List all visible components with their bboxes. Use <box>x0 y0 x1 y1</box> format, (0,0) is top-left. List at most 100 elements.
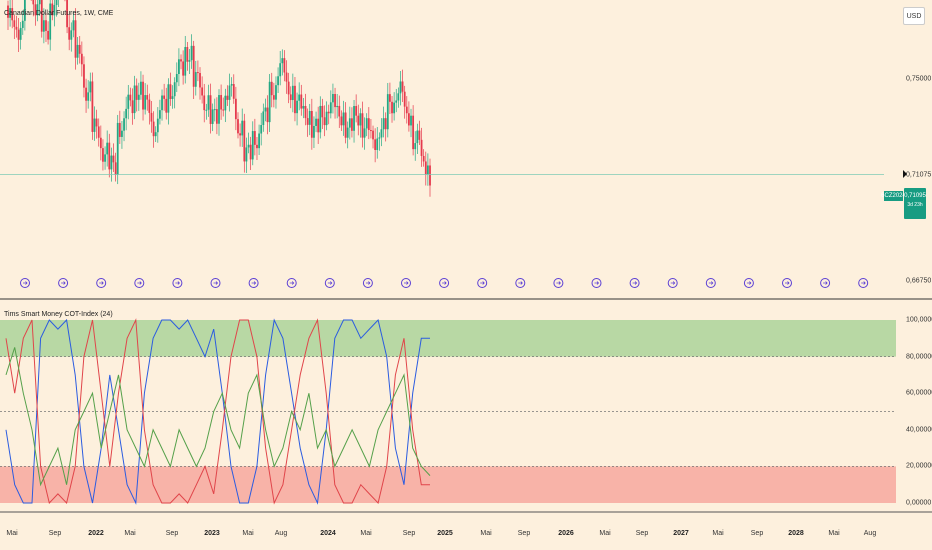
upcoming-event-icon[interactable] <box>210 278 221 288</box>
upcoming-event-icon[interactable] <box>743 278 754 288</box>
candle <box>66 0 68 34</box>
symbol-title[interactable]: Canadian Dollar Futures, 1W, CME <box>4 10 114 17</box>
candle <box>184 35 187 84</box>
candle <box>201 76 204 104</box>
candle <box>169 72 172 106</box>
candle <box>129 87 132 107</box>
candle <box>218 89 220 136</box>
upcoming-event-icon[interactable] <box>324 278 335 288</box>
candle <box>180 54 182 70</box>
candle <box>192 40 195 100</box>
indicator-pane[interactable] <box>0 318 896 505</box>
upcoming-event-icon[interactable] <box>134 278 145 288</box>
candle <box>211 103 214 132</box>
upcoming-event-icon[interactable] <box>705 278 716 288</box>
time-axis-label: Sep <box>517 530 531 537</box>
time-axis-label: Aug <box>863 530 877 537</box>
candle <box>334 87 336 119</box>
candle <box>237 112 239 139</box>
upcoming-event-icon[interactable] <box>58 278 69 288</box>
candle <box>338 95 341 128</box>
candle <box>355 94 358 123</box>
upcoming-event-icon[interactable] <box>629 278 640 288</box>
upcoming-event-icon[interactable] <box>782 278 792 288</box>
indicator-title[interactable]: Tims Smart Money COT-Index (24) <box>4 311 113 318</box>
candle <box>150 100 153 133</box>
upcoming-event-icon[interactable] <box>439 278 450 288</box>
upcoming-event-icon[interactable] <box>172 278 183 288</box>
candle <box>80 41 83 77</box>
candle <box>74 8 77 70</box>
time-axis-label: Sep <box>635 530 649 537</box>
candle <box>294 77 296 122</box>
candle <box>272 82 275 108</box>
candle <box>234 86 237 131</box>
candle <box>53 0 56 27</box>
time-axis-label: 2028 <box>788 530 804 537</box>
upcoming-event-icon[interactable] <box>248 278 259 288</box>
candle <box>279 50 282 86</box>
candle <box>213 98 216 122</box>
upcoming-event-icon[interactable] <box>820 278 831 288</box>
candle <box>131 88 134 125</box>
candle <box>95 109 98 139</box>
upcoming-event-icon[interactable] <box>401 278 411 288</box>
candle <box>104 146 106 170</box>
candle <box>78 36 81 64</box>
upcoming-event-icon[interactable] <box>96 278 107 288</box>
upcoming-event-icon[interactable] <box>515 278 526 288</box>
candle <box>332 83 334 114</box>
upcoming-event-icon[interactable] <box>553 278 564 288</box>
candle <box>319 96 322 139</box>
candle <box>249 136 252 170</box>
upcoming-event-icon[interactable] <box>362 278 373 288</box>
time-axis-label: Aug <box>274 530 288 537</box>
upcoming-event-icon[interactable] <box>667 278 678 288</box>
upcoming-event-icon[interactable] <box>286 278 297 288</box>
upcoming-event-icon[interactable] <box>477 278 488 288</box>
candle <box>224 88 227 123</box>
candle <box>389 82 391 115</box>
candle <box>264 98 267 122</box>
candle <box>393 92 396 121</box>
candle <box>340 110 343 132</box>
candle <box>182 50 185 85</box>
indicator-axis-label: 80,00000 <box>906 353 932 361</box>
time-axis-label: Mai <box>124 530 136 537</box>
overbought-zone <box>0 320 896 357</box>
candle <box>222 97 225 117</box>
candle <box>268 73 271 132</box>
candle <box>47 21 49 45</box>
currency-button[interactable]: USD <box>903 7 925 25</box>
candle <box>357 104 360 136</box>
candle <box>241 108 244 147</box>
upcoming-event-icon[interactable] <box>591 278 602 288</box>
candle <box>190 34 193 69</box>
price-axis-label: 0,71075 <box>906 171 932 179</box>
candle <box>188 49 191 74</box>
candle <box>87 80 90 109</box>
candle <box>199 67 201 100</box>
candle <box>232 74 235 104</box>
candle <box>58 0 59 8</box>
candle <box>72 11 75 38</box>
candle <box>51 0 54 21</box>
candle <box>416 123 419 154</box>
candle <box>83 56 85 98</box>
candle <box>239 123 241 147</box>
candle <box>230 77 233 97</box>
time-axis-label: 2022 <box>88 530 104 537</box>
candle <box>310 98 313 150</box>
candle <box>99 125 102 161</box>
price-pane[interactable] <box>0 0 884 197</box>
candle <box>102 139 104 171</box>
candle <box>116 114 119 185</box>
candle <box>348 106 351 140</box>
upcoming-event-icon[interactable] <box>20 278 30 288</box>
candle <box>205 103 208 120</box>
upcoming-event-icon[interactable] <box>858 278 869 288</box>
candle <box>344 102 347 144</box>
candle <box>399 70 402 106</box>
candle <box>359 108 362 138</box>
